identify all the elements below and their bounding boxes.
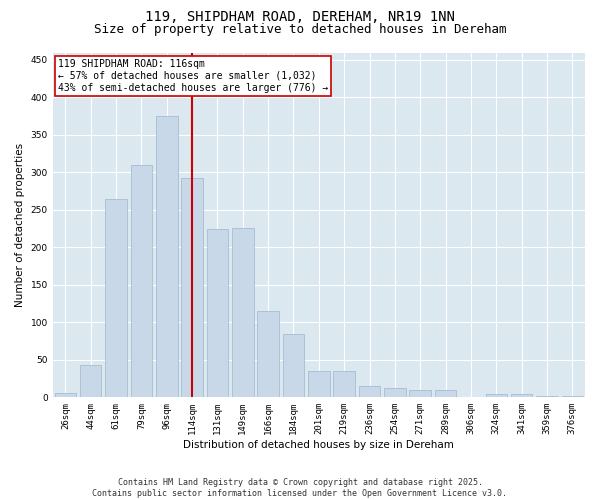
Text: 119, SHIPDHAM ROAD, DEREHAM, NR19 1NN: 119, SHIPDHAM ROAD, DEREHAM, NR19 1NN	[145, 10, 455, 24]
Bar	[232, 228, 254, 398]
Bar	[334, 371, 355, 398]
Bar	[131, 165, 152, 398]
Bar	[283, 334, 304, 398]
Bar	[536, 396, 558, 398]
Bar	[105, 198, 127, 398]
Bar	[80, 365, 101, 398]
Bar	[485, 394, 507, 398]
Bar	[156, 116, 178, 398]
Text: Size of property relative to detached houses in Dereham: Size of property relative to detached ho…	[94, 22, 506, 36]
Text: 119 SHIPDHAM ROAD: 116sqm
← 57% of detached houses are smaller (1,032)
43% of se: 119 SHIPDHAM ROAD: 116sqm ← 57% of detac…	[58, 60, 328, 92]
Text: Contains HM Land Registry data © Crown copyright and database right 2025.
Contai: Contains HM Land Registry data © Crown c…	[92, 478, 508, 498]
Y-axis label: Number of detached properties: Number of detached properties	[15, 143, 25, 307]
Bar	[206, 228, 228, 398]
Bar	[257, 311, 279, 398]
Bar	[409, 390, 431, 398]
X-axis label: Distribution of detached houses by size in Dereham: Distribution of detached houses by size …	[184, 440, 454, 450]
Bar	[308, 371, 329, 398]
Bar	[511, 394, 532, 398]
Bar	[435, 390, 457, 398]
Bar	[384, 388, 406, 398]
Bar	[181, 178, 203, 398]
Bar	[359, 386, 380, 398]
Bar	[55, 393, 76, 398]
Bar	[562, 396, 583, 398]
